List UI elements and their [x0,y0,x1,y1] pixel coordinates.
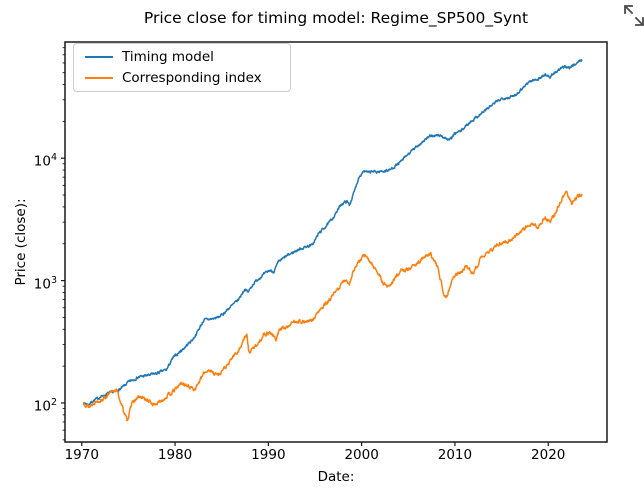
legend-label: Timing model [122,49,214,65]
y-tick-label: 103 [33,274,57,293]
chart-title: Price close for timing model: Regime_SP5… [143,9,529,27]
legend-item-corresponding-index: Corresponding index [74,69,290,87]
x-tick-label: 2000 [344,447,379,463]
legend-item-timing-model: Timing model [74,48,290,66]
expand-arrows-icon[interactable] [622,1,644,29]
legend-label: Corresponding index [122,70,262,86]
legend-swatch-timing-model [85,56,113,58]
series-line-timing-model [82,59,583,407]
plot-frame [64,41,608,443]
legend-swatch-corresponding-index [85,77,113,79]
y-tick-label: 104 [33,152,57,170]
x-tick-label: 2010 [437,447,473,463]
x-tick-label: 1980 [157,447,193,463]
x-tick-label: 1970 [64,447,99,463]
series-line-corresponding-index [82,190,583,422]
x-tick-label: 1990 [251,447,286,463]
x-tick-label: 2020 [531,447,566,463]
legend: Timing model Corresponding index [73,43,291,92]
y-tick-label: 102 [33,396,57,415]
x-axis-label: Date: [317,469,355,485]
